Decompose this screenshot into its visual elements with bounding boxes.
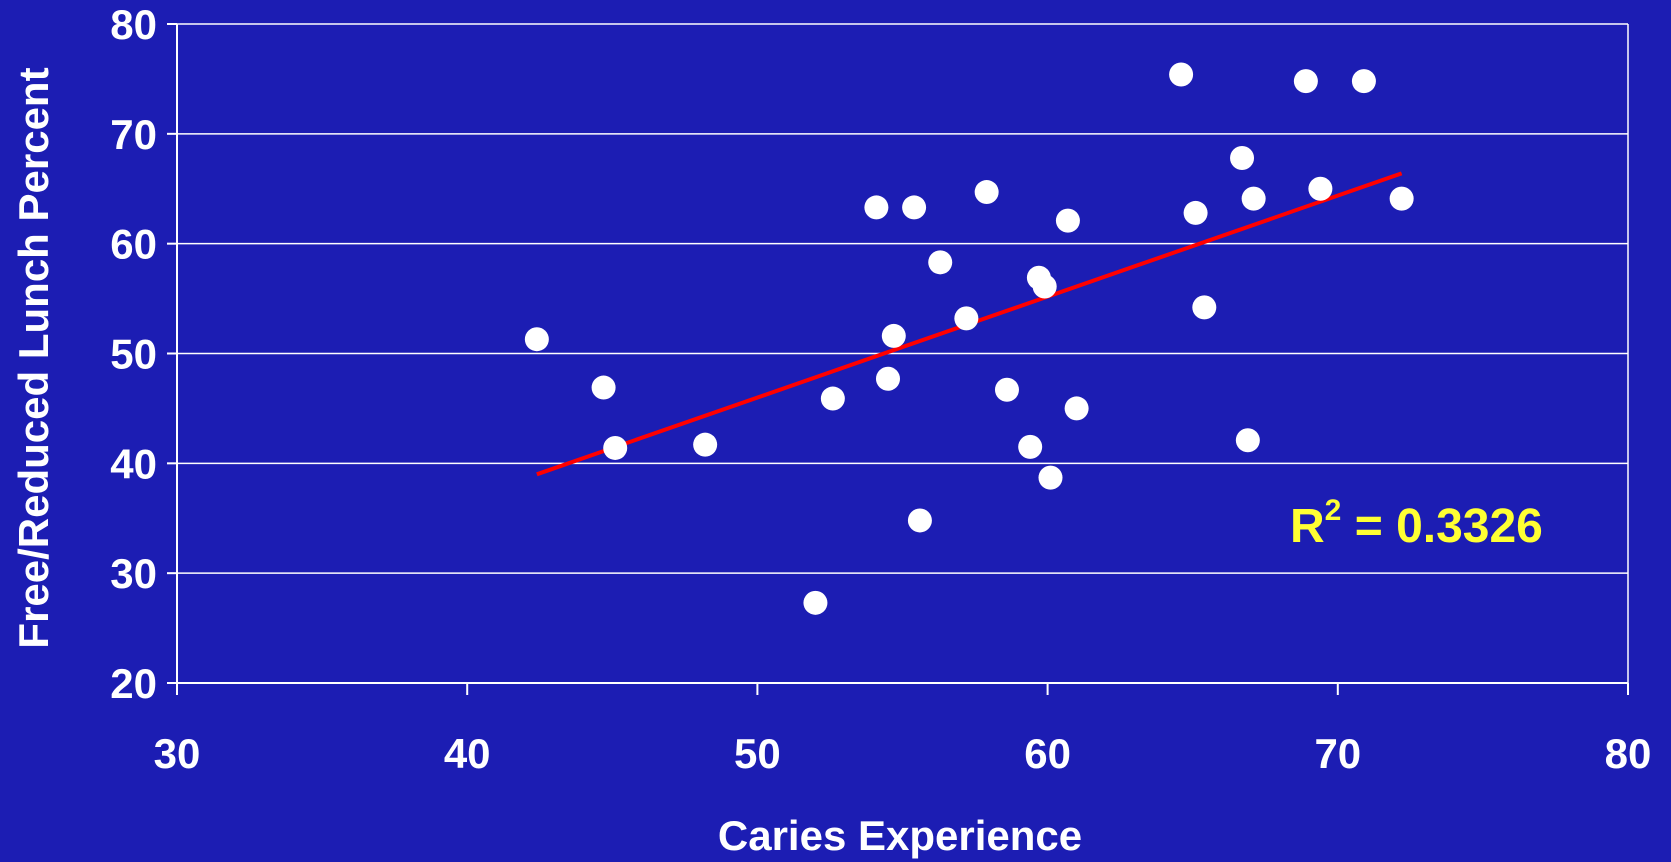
data-point	[603, 435, 628, 460]
data-point	[1064, 396, 1089, 421]
data-point	[1389, 186, 1414, 211]
data-point	[1055, 208, 1080, 233]
y-tick-label: 20	[110, 660, 157, 707]
data-point	[1032, 274, 1057, 299]
y-tick-label: 50	[110, 331, 157, 378]
r-squared-value: = 0.3326	[1341, 500, 1543, 553]
data-point	[928, 250, 953, 275]
x-tick-label: 40	[444, 730, 491, 777]
data-point	[1018, 434, 1043, 459]
gridlines	[177, 23, 1629, 684]
data-point	[954, 306, 979, 331]
data-point	[1308, 176, 1333, 201]
tick-labels: 20 30 40 50 60 70 80 30 40 50 60 70 80	[110, 1, 1651, 777]
data-point	[820, 386, 845, 411]
data-point	[974, 180, 999, 205]
x-tick-label: 30	[154, 730, 201, 777]
data-point	[1235, 428, 1260, 453]
r-squared-superscript: 2	[1325, 494, 1342, 527]
axes	[167, 23, 1629, 695]
y-tick-label: 40	[110, 440, 157, 487]
r-squared-prefix: R	[1290, 500, 1325, 553]
x-axis-title: Caries Experience	[718, 812, 1082, 859]
y-tick-label: 80	[110, 1, 157, 48]
data-point	[524, 327, 549, 352]
data-point	[1293, 69, 1318, 94]
y-tick-label: 70	[110, 111, 157, 158]
y-axis-title: Free/Reduced Lunch Percent	[10, 67, 57, 648]
data-point	[902, 195, 927, 220]
data-point	[1038, 465, 1063, 490]
data-point	[803, 590, 828, 615]
data-point	[693, 432, 718, 457]
x-tick-label: 60	[1024, 730, 1071, 777]
data-point	[875, 366, 900, 391]
data-point	[1241, 186, 1266, 211]
y-tick-label: 60	[110, 221, 157, 268]
data-point	[1192, 295, 1217, 320]
x-tick-label: 80	[1605, 730, 1652, 777]
data-point	[864, 195, 889, 220]
data-point	[994, 377, 1019, 402]
data-point	[1230, 145, 1255, 170]
data-point	[1169, 62, 1194, 87]
data-point	[1183, 200, 1208, 225]
data-point	[907, 508, 932, 533]
y-tick-label: 30	[110, 550, 157, 597]
data-point	[1351, 69, 1376, 94]
data-point	[591, 375, 616, 400]
r-squared-annotation: R2 = 0.3326	[1290, 494, 1543, 553]
x-tick-label: 70	[1314, 730, 1361, 777]
x-tick-label: 50	[734, 730, 781, 777]
data-points	[524, 62, 1414, 615]
data-point	[881, 323, 906, 348]
